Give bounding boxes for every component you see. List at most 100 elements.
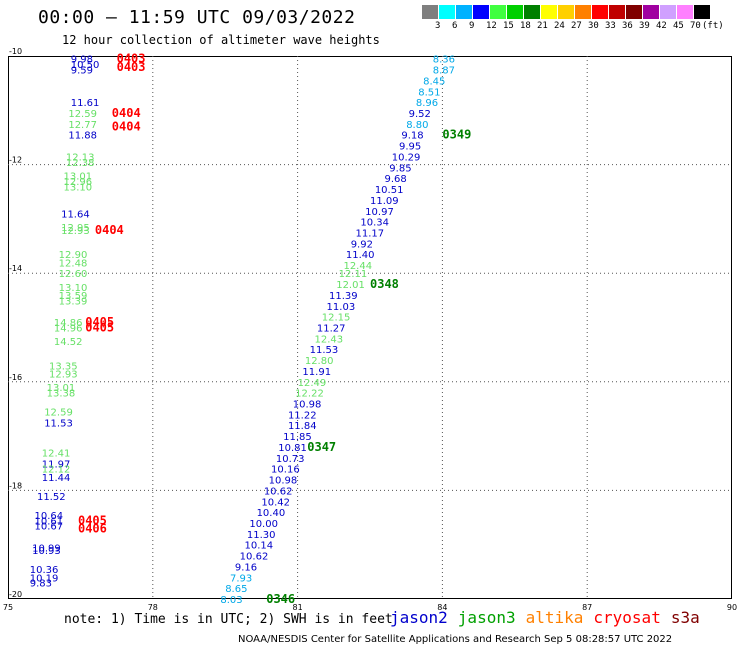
satellite-label-jason2: jason2 xyxy=(390,608,448,627)
legend-label: 24 xyxy=(554,21,565,31)
x-tick-label: 81 xyxy=(293,603,303,612)
pass-time-label: 0403 xyxy=(117,60,146,74)
x-tick-label: 78 xyxy=(148,603,158,612)
wave-height-label: 12.96 xyxy=(64,177,93,188)
y-tick-label: -12 xyxy=(9,156,22,165)
wave-height-label: 13.39 xyxy=(59,296,88,307)
legend-label: 3 xyxy=(435,21,441,31)
pass-time-label: 0349 xyxy=(442,128,471,142)
pass-time-label: 0405 xyxy=(78,513,107,527)
wave-height-label: 13.35 xyxy=(49,362,78,373)
satellite-label-jason3: jason3 xyxy=(457,608,516,627)
y-tick-label: -20 xyxy=(9,590,22,599)
legend-label: 33 xyxy=(605,21,616,31)
pass-time-label: 0405 xyxy=(85,321,114,335)
wave-height-label: 13.01 xyxy=(64,171,93,182)
wave-height-label: 8.03 xyxy=(220,595,242,606)
wave-height-label: 10.51 xyxy=(375,185,404,196)
legend-swatch xyxy=(507,5,524,19)
wave-height-label: 12.38 xyxy=(66,158,95,169)
wave-height-label: 11.91 xyxy=(302,367,331,378)
pass-time-label: 0346 xyxy=(266,592,295,606)
wave-height-label: 12.43 xyxy=(314,334,343,345)
wave-height-label: 8.87 xyxy=(433,66,455,77)
legend-swatch xyxy=(524,5,541,19)
wave-height-label: 9.16 xyxy=(235,562,257,573)
satellite-label-cryosat: cryosat xyxy=(593,608,661,627)
wave-height-label: 11.88 xyxy=(68,131,97,142)
pass-time-label: 0404 xyxy=(95,223,124,237)
wave-height-label: 14.96 xyxy=(54,324,83,335)
wave-height-label: 11.40 xyxy=(346,250,375,261)
wave-height-label: 8.65 xyxy=(225,584,247,595)
wave-height-label: 12.95 xyxy=(61,223,90,234)
legend-label: 45 xyxy=(673,21,684,31)
page-title: 00:00 — 11:59 UTC 09/03/2022 xyxy=(38,7,356,28)
pass-time-label: 0403 xyxy=(117,52,146,66)
wave-height-label: 12.60 xyxy=(59,269,88,280)
pass-time-label: 0347 xyxy=(307,440,336,454)
wave-height-label: 11.61 xyxy=(71,98,100,109)
wave-height-label: 10.67 xyxy=(35,522,64,533)
wave-height-label: 12.59 xyxy=(44,408,73,419)
legend-swatch xyxy=(643,5,660,19)
wave-height-label: 14.86 xyxy=(54,318,83,329)
legend-swatch xyxy=(609,5,626,19)
wave-height-label: 10.62 xyxy=(240,552,269,563)
wave-height-label: 8.36 xyxy=(433,55,455,66)
wave-height-label: 8.80 xyxy=(406,120,428,131)
wave-height-label: 9.18 xyxy=(401,131,423,142)
pass-time-label: 0406 xyxy=(78,521,107,535)
wave-height-label: 10.62 xyxy=(264,486,293,497)
wave-height-label: 12.80 xyxy=(305,356,334,367)
legend-label: 42 xyxy=(656,21,667,31)
wave-height-label: 9.59 xyxy=(71,66,93,77)
wave-height-label: 8.96 xyxy=(416,98,438,109)
wave-height-label: 11.52 xyxy=(37,492,66,503)
wave-height-label: 10.99 xyxy=(32,543,61,554)
legend-label: 18 xyxy=(520,21,531,31)
wave-height-label: 11.53 xyxy=(44,419,73,430)
wave-height-label: 11.44 xyxy=(42,473,71,484)
legend-swatch xyxy=(592,5,609,19)
wave-height-label: 9.83 xyxy=(30,579,52,590)
wave-height-label: 9.68 xyxy=(384,174,406,185)
wave-height-label: 12.41 xyxy=(42,448,71,459)
wave-height-label: 10.93 xyxy=(32,546,61,557)
wave-height-label: 10.14 xyxy=(245,541,274,552)
wave-height-label: 10.40 xyxy=(257,508,286,519)
satellite-label-altika: altika xyxy=(525,608,584,627)
wave-height-label: 12.49 xyxy=(298,378,327,389)
footer-credit: NOAA/NESDIS Center for Satellite Applica… xyxy=(238,634,673,645)
wave-height-label: 7.93 xyxy=(230,573,252,584)
wave-height-label: 13.10 xyxy=(64,182,93,193)
wave-height-label: 13.10 xyxy=(59,283,88,294)
legend-swatch xyxy=(490,5,507,19)
legend-label: 9 xyxy=(469,21,475,31)
legend-swatch xyxy=(541,5,558,19)
legend-swatch xyxy=(575,5,592,19)
legend-label: 36 xyxy=(622,21,633,31)
wave-height-label: 11.27 xyxy=(317,324,346,335)
y-tick-label: -18 xyxy=(9,481,22,490)
wave-height-label: 10.50 xyxy=(71,60,100,71)
pass-time-label: 0348 xyxy=(370,277,399,291)
wave-height-label: 8.51 xyxy=(418,87,440,98)
wave-height-label: 12.59 xyxy=(68,109,97,120)
satellite-legend: jason2 jason3 altika cryosat s3a xyxy=(390,608,710,627)
wave-height-label: 10.98 xyxy=(293,400,322,411)
color-legend: 3 6 9 12 15 18 21 24 27 30 33 36 39 42 45 70 (ft) xyxy=(422,5,724,31)
wave-height-label: 11.30 xyxy=(247,530,276,541)
wave-height-label: 9.85 xyxy=(389,163,411,174)
legend-swatch xyxy=(473,5,490,19)
wave-height-label: 12.11 xyxy=(339,269,368,280)
wave-height-label: 12.90 xyxy=(59,250,88,261)
wave-height-label: 10.16 xyxy=(271,465,300,476)
footer-note: note: 1) Time is in UTC; 2) SWH is in fe… xyxy=(64,612,393,627)
y-tick-label: -10 xyxy=(9,47,22,56)
wave-height-label: 10.42 xyxy=(261,497,290,508)
legend-label: 70 xyxy=(690,21,701,31)
legend-label: 27 xyxy=(571,21,582,31)
x-tick-label: 87 xyxy=(582,603,592,612)
